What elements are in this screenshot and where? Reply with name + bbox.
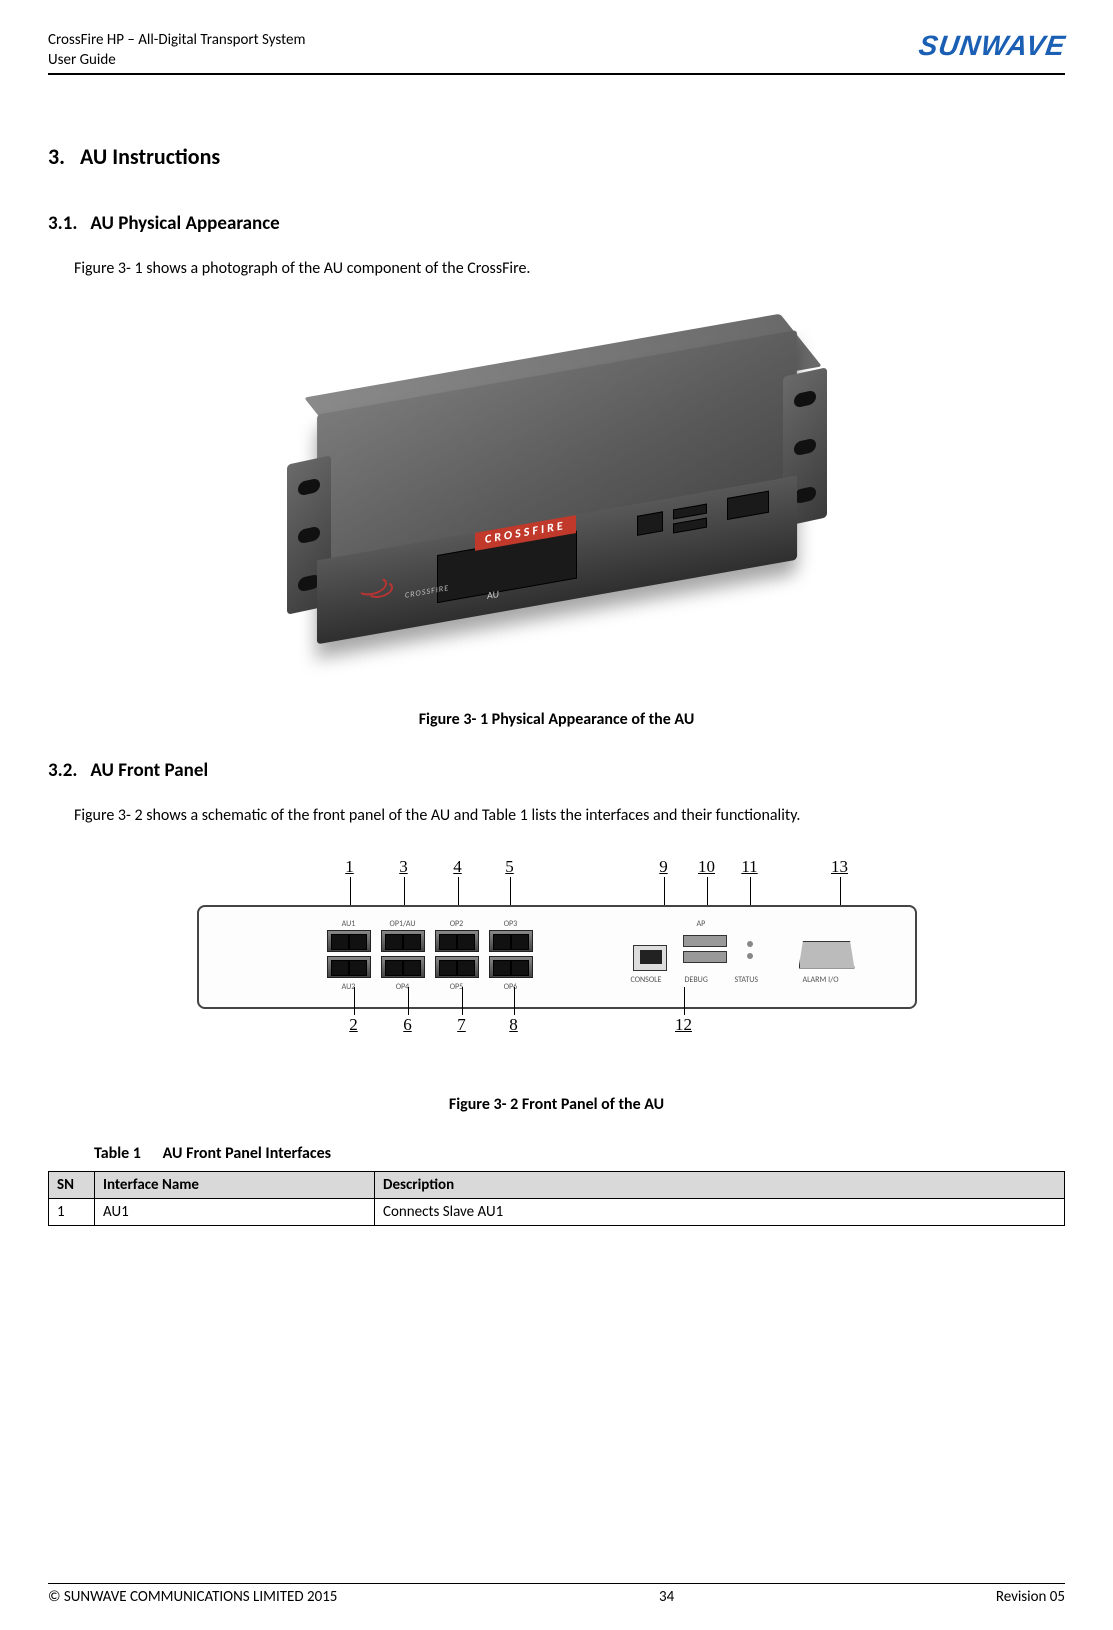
rack-hole xyxy=(794,389,816,408)
cell-interface: AU1 xyxy=(95,1198,375,1225)
alarm-port-icon xyxy=(799,941,855,969)
sfp-port-icon xyxy=(327,956,371,978)
col-description: Description xyxy=(375,1171,1065,1198)
sfp-bot-label: OP4 xyxy=(381,982,425,992)
col-interface: Interface Name xyxy=(95,1171,375,1198)
leader-number: 11 xyxy=(739,857,761,877)
cell-description: Connects Slave AU1 xyxy=(375,1198,1065,1225)
sfp-bot-label: AU2 xyxy=(327,982,371,992)
debug-label: DEBUG xyxy=(685,975,708,985)
sfp-port-icon xyxy=(327,930,371,952)
footer-revision: Revision 05 xyxy=(996,1588,1065,1606)
leader-number: 4 xyxy=(447,857,469,877)
sfp-pair: OP3 OP6 xyxy=(489,919,533,993)
sfp-port-icon xyxy=(435,956,479,978)
leader-number: 1 xyxy=(339,857,361,877)
section-heading: 3. AU Instructions xyxy=(48,143,1065,170)
status-led-icon xyxy=(747,953,753,959)
status-led-icon xyxy=(747,941,753,947)
figure-3-1: CROSSFIRE CROSSFIRE AU xyxy=(48,332,1065,672)
alarm-label: ALARM I/O xyxy=(803,975,839,985)
figure-3-1-caption: Figure 3- 1 Physical Appearance of the A… xyxy=(48,710,1065,729)
panel-outline: CONSOLE AP DEBUG STATUS ALARM I/O AU1 AU2… xyxy=(197,905,917,1009)
rack-hole xyxy=(794,437,816,456)
col-sn: SN xyxy=(49,1171,95,1198)
section-title: AU Instructions xyxy=(80,143,220,170)
status-label: STATUS xyxy=(735,975,759,985)
cell-sn: 1 xyxy=(49,1198,95,1225)
table-1-title: Table 1 AU Front Panel Interfaces xyxy=(94,1144,1065,1163)
sfp-port-icon xyxy=(381,956,425,978)
leader-number: 7 xyxy=(451,1015,473,1035)
sfp-pair: AU1 AU2 xyxy=(327,919,371,993)
front-panel-schematic: CONSOLE AP DEBUG STATUS ALARM I/O AU1 AU2… xyxy=(197,857,917,1057)
leader-number: 12 xyxy=(673,1015,695,1035)
ap-label: AP xyxy=(697,919,706,929)
sub1-paragraph: Figure 3- 1 shows a photograph of the AU… xyxy=(74,259,1065,278)
db9-icon xyxy=(727,490,769,519)
subsection-3-1: 3.1. AU Physical Appearance xyxy=(48,212,1065,235)
subsection-3-2: 3.2. AU Front Panel xyxy=(48,759,1065,782)
sub2-paragraph: Figure 3- 2 shows a schematic of the fro… xyxy=(74,806,1065,825)
leader-number: 6 xyxy=(397,1015,419,1035)
table-title-text: AU Front Panel Interfaces xyxy=(163,1144,331,1163)
rack-hole xyxy=(298,477,320,496)
table-title-prefix: Table 1 xyxy=(94,1144,141,1163)
interfaces-table: SN Interface Name Description 1AU1Connec… xyxy=(48,1171,1065,1226)
leader-number: 8 xyxy=(503,1015,525,1035)
leader-number: 5 xyxy=(499,857,521,877)
footer-page-number: 34 xyxy=(659,1588,674,1606)
footer-copyright: © SUNWAVE COMMUNICATIONS LIMITED 2015 xyxy=(48,1588,337,1606)
subsection-number: 3.2. xyxy=(48,759,77,782)
leader-number: 13 xyxy=(829,857,851,877)
figure-3-2: CONSOLE AP DEBUG STATUS ALARM I/O AU1 AU2… xyxy=(48,857,1065,1057)
sfp-port-icon xyxy=(489,930,533,952)
usb-port-icon xyxy=(683,951,727,963)
subsection-number: 3.1. xyxy=(48,212,77,235)
doc-type: User Guide xyxy=(48,50,305,70)
table-header-row: SN Interface Name Description xyxy=(49,1171,1065,1198)
sfp-port-icon xyxy=(489,956,533,978)
usb-icon xyxy=(673,517,707,533)
page-footer: © SUNWAVE COMMUNICATIONS LIMITED 2015 34… xyxy=(48,1583,1065,1606)
table-row: 1AU1Connects Slave AU1 xyxy=(49,1198,1065,1225)
leader-number: 10 xyxy=(696,857,718,877)
sfp-bot-label: OP6 xyxy=(489,982,533,992)
header-left: CrossFire HP – All-Digital Transport Sys… xyxy=(48,30,305,71)
rack-hole xyxy=(298,525,320,544)
leader-number: 3 xyxy=(393,857,415,877)
product-name: CrossFire HP – All-Digital Transport Sys… xyxy=(48,30,305,50)
leader-number: 9 xyxy=(653,857,675,877)
brand-logo: SUNWAVE xyxy=(916,30,1067,62)
subsection-title: AU Physical Appearance xyxy=(90,212,279,235)
subsection-title: AU Front Panel xyxy=(90,759,208,782)
leader-number: 2 xyxy=(343,1015,365,1035)
figure-3-2-caption: Figure 3- 2 Front Panel of the AU xyxy=(48,1095,1065,1114)
au-photo-illustration: CROSSFIRE CROSSFIRE AU xyxy=(277,332,837,672)
sfp-top-label: OP2 xyxy=(435,919,479,929)
sfp-pair: OP1/AU OP4 xyxy=(381,919,425,993)
au-badge: AU xyxy=(487,586,499,601)
sfp-top-label: AU1 xyxy=(327,919,371,929)
console-label: CONSOLE xyxy=(631,975,662,985)
usb-port-icon xyxy=(683,935,727,947)
sfp-port-icon xyxy=(381,930,425,952)
page-header: CrossFire HP – All-Digital Transport Sys… xyxy=(48,30,1065,75)
sfp-port-icon xyxy=(435,930,479,952)
usb-icon xyxy=(673,503,707,519)
sfp-pair: OP2 OP5 xyxy=(435,919,479,993)
rj45-icon xyxy=(637,511,663,536)
sfp-bot-label: OP5 xyxy=(435,982,479,992)
sfp-top-label: OP1/AU xyxy=(381,919,425,929)
sfp-top-label: OP3 xyxy=(489,919,533,929)
section-number: 3. xyxy=(48,143,65,170)
console-port-icon xyxy=(633,945,667,971)
